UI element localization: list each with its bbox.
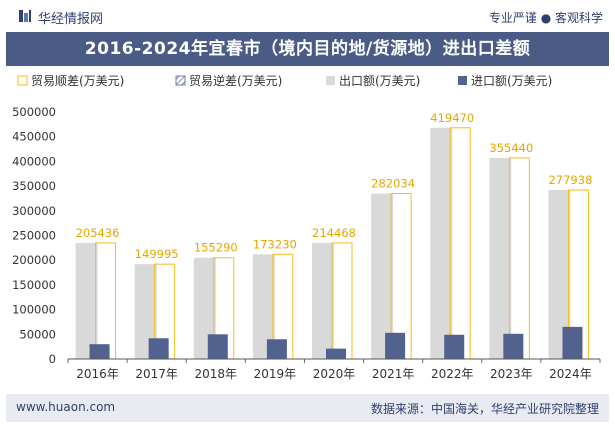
legend-label: 贸易顺差(万美元): [31, 74, 124, 88]
x-tick-label: 2017年: [135, 367, 178, 381]
surplus-data-label: 282034: [371, 177, 415, 191]
import-bar: [326, 348, 346, 359]
import-bar: [207, 334, 228, 359]
y-tick-label: 350000: [12, 179, 56, 193]
export-bar: [371, 193, 394, 359]
tagline: 专业严谨 ● 客观科学: [488, 11, 603, 25]
top-bar: 华经情报网 专业严谨 ● 客观科学: [0, 0, 615, 32]
y-tick-label: 400000: [12, 154, 56, 168]
surplus-bar: [95, 242, 117, 360]
legend-label: 出口额(万美元): [339, 74, 420, 88]
legend-swatch-surplus: [17, 75, 28, 86]
y-tick-label: 0: [49, 352, 56, 366]
surplus-bar: [508, 157, 530, 360]
x-tick-label: 2016年: [76, 367, 119, 381]
export-bar: [193, 257, 216, 359]
bar-chart: 贸易顺差(万美元) 贸易逆差(万美元) 出口额(万美元) 进口额(万美元) 0 50000…: [12, 73, 601, 381]
x-tick-label: 2019年: [254, 367, 297, 381]
footer: www.huaon.com 数据来源：中国海关，华经产业研究院整理: [6, 394, 609, 422]
surplus-data-label: 214468: [312, 226, 356, 240]
legend-swatch-deficit: [175, 75, 186, 86]
y-tick-label: 100000: [12, 303, 56, 317]
x-tick-label: 2018年: [195, 367, 238, 381]
export-bar: [252, 254, 275, 359]
surplus-data-label: 173230: [253, 237, 297, 251]
y-tick-label: 200000: [12, 253, 56, 267]
surplus-data-label: 277938: [548, 173, 592, 187]
y-tick-label: 450000: [12, 130, 56, 144]
import-bar: [385, 332, 406, 359]
x-tick-label: 2021年: [372, 367, 415, 381]
x-tick-label: 2022年: [431, 367, 474, 381]
export-bar: [312, 242, 334, 359]
x-tick-label: 2023年: [490, 367, 533, 381]
surplus-bar: [331, 242, 353, 360]
surplus-data-label: 149995: [135, 247, 179, 261]
legend-label: 进口额(万美元): [471, 74, 552, 88]
export-bar: [134, 264, 157, 359]
export-bar: [548, 190, 571, 359]
import-bar: [503, 333, 524, 359]
legend-label: 贸易逆差(万美元): [189, 73, 282, 88]
export-bar: [430, 127, 453, 359]
y-tick-label: 250000: [12, 229, 56, 243]
import-bar: [444, 334, 465, 359]
surplus-data-label: 155290: [194, 241, 238, 255]
import-bar: [266, 339, 287, 359]
footer-url[interactable]: www.huaon.com: [16, 400, 116, 414]
chart-title: 2016-2024年宜春市（境内目的地/货源地）进出口差额: [6, 32, 609, 66]
export-bar: [75, 242, 98, 359]
legend-swatch-export: [326, 76, 335, 85]
import-bar: [89, 344, 110, 359]
data-source-note: 数据来源：中国海关，华经产业研究院整理: [370, 402, 599, 416]
import-bar: [562, 326, 583, 359]
y-tick-label: 150000: [12, 278, 56, 292]
logo-icon: [19, 10, 31, 22]
surplus-data-label: 419470: [430, 111, 474, 125]
y-tick-label: 50000: [19, 327, 56, 341]
surplus-data-label: 355440: [489, 141, 533, 155]
x-tick-label: 2024年: [549, 367, 592, 381]
brand-name: 华经情报网: [38, 12, 104, 27]
import-bar: [148, 338, 169, 359]
export-bar: [489, 157, 512, 359]
y-tick-label: 300000: [12, 204, 56, 218]
y-tick-label: 500000: [12, 105, 56, 119]
x-tick-label: 2020年: [313, 367, 356, 381]
legend-swatch-import: [458, 76, 467, 85]
surplus-data-label: 205436: [76, 226, 120, 240]
surplus-bar: [449, 127, 471, 360]
